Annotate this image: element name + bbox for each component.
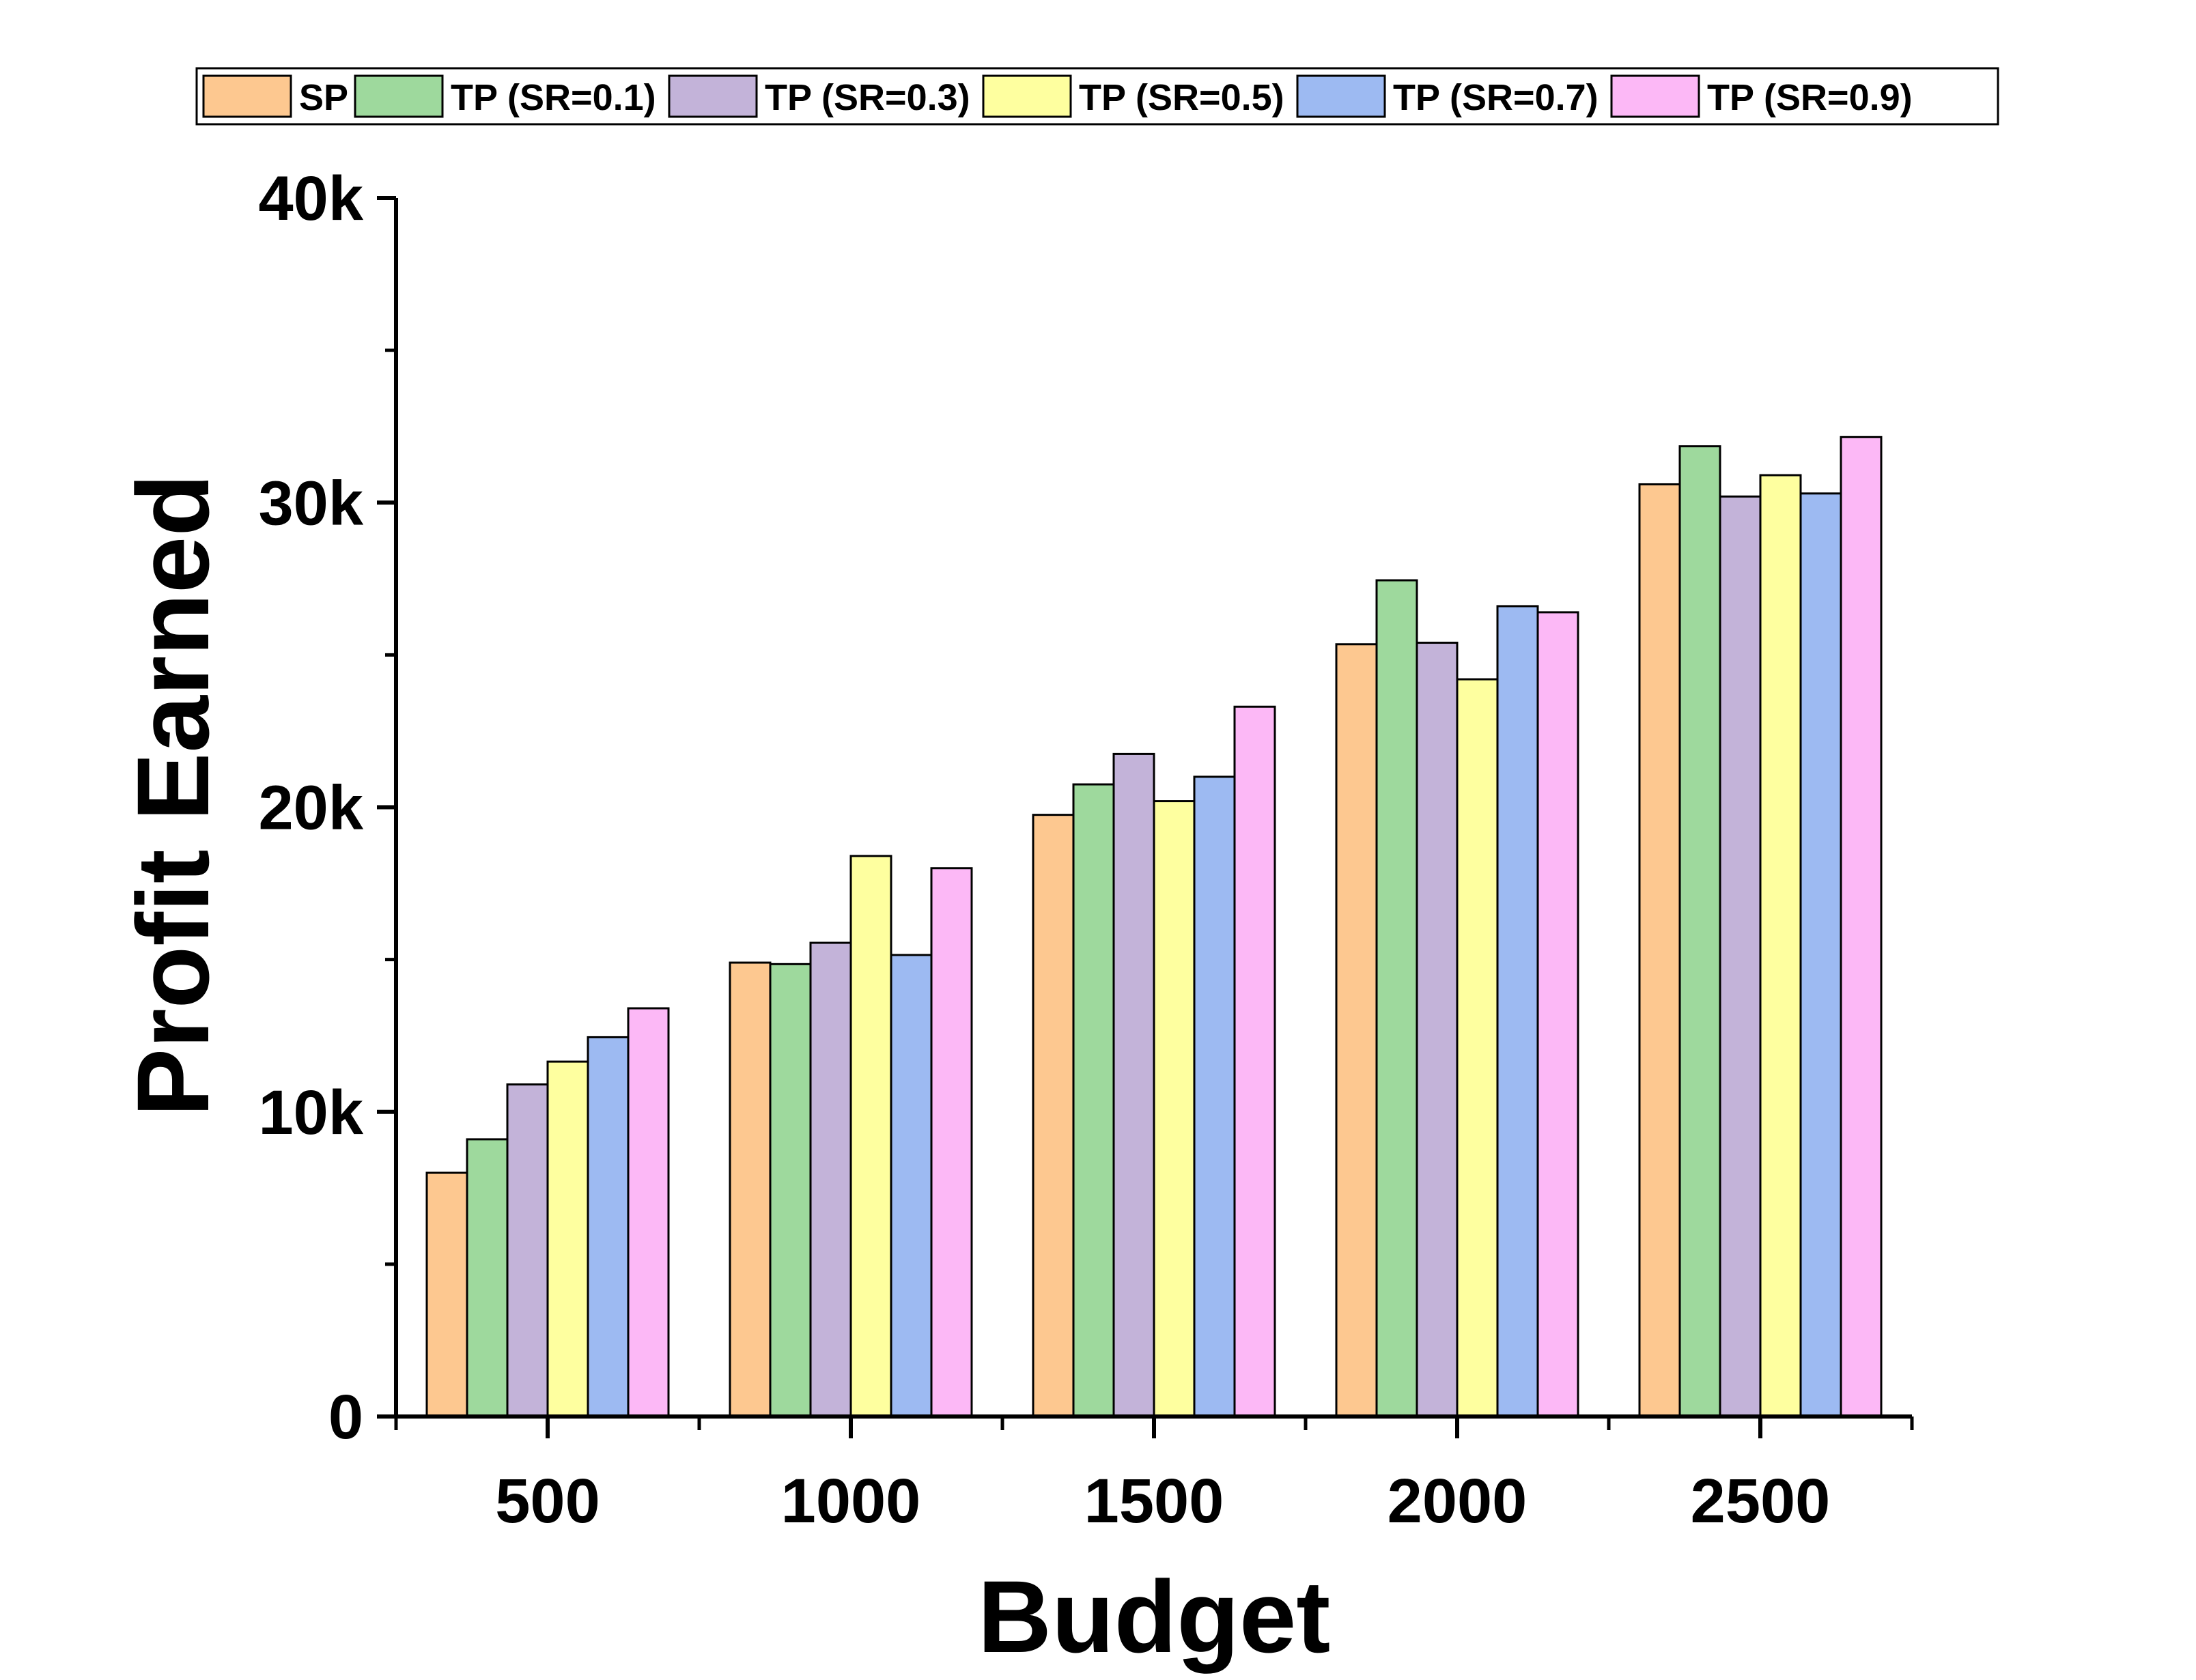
legend-swatch-4 <box>982 74 1072 118</box>
x-tick-label: 1000 <box>781 1466 921 1536</box>
bar-6-1500 <box>1233 705 1276 1418</box>
bar-3-2500 <box>1719 495 1762 1418</box>
bar-3-500 <box>506 1083 549 1418</box>
x-tick-label: 500 <box>495 1466 600 1536</box>
legend-label-4: TP (SR=0.5) <box>1079 77 1284 118</box>
y-tick-label: 0 <box>328 1382 363 1452</box>
bar-4-2500 <box>1759 474 1802 1418</box>
x-axis-title: Budget <box>978 1559 1331 1674</box>
bar-5-2000 <box>1496 605 1539 1418</box>
bar-6-1000 <box>930 867 973 1418</box>
y-axis-title: Profit Earned <box>115 474 230 1117</box>
bar-2-1500 <box>1072 783 1115 1418</box>
bar-4-1500 <box>1153 800 1196 1418</box>
bar-1-1000 <box>729 961 772 1418</box>
bar-3-1500 <box>1112 752 1155 1418</box>
bar-5-1500 <box>1193 775 1236 1418</box>
bar-4-1000 <box>849 855 892 1418</box>
bar-5-2500 <box>1799 492 1842 1418</box>
y-tick-label: 30k <box>259 468 364 538</box>
legend-swatch-6 <box>1610 74 1700 118</box>
bar-4-500 <box>546 1060 589 1418</box>
x-tick-label: 2000 <box>1388 1466 1528 1536</box>
y-tick-label: 10k <box>259 1078 364 1148</box>
bar-1-500 <box>425 1171 468 1418</box>
bar-1-1500 <box>1032 814 1075 1418</box>
bar-5-1000 <box>890 954 933 1418</box>
bar-2-2000 <box>1375 579 1418 1418</box>
x-tick-label: 2500 <box>1691 1466 1831 1536</box>
bar-2-1000 <box>769 963 812 1418</box>
legend-swatch-1 <box>202 74 292 118</box>
bar-1-2000 <box>1335 643 1378 1418</box>
bar-5-500 <box>587 1036 630 1418</box>
bar-6-2500 <box>1840 436 1883 1418</box>
legend-swatch-3 <box>668 74 758 118</box>
legend-label-6: TP (SR=0.9) <box>1707 77 1913 118</box>
bar-6-500 <box>627 1007 670 1418</box>
bar-3-2000 <box>1416 642 1459 1418</box>
bar-2-2500 <box>1678 445 1721 1418</box>
legend-label-1: SP <box>299 77 348 118</box>
legend-label-3: TP (SR=0.3) <box>765 77 970 118</box>
y-tick-label: 20k <box>259 773 364 843</box>
bar-4-2000 <box>1456 678 1499 1418</box>
legend-label-2: TP (SR=0.1) <box>451 77 656 118</box>
bar-6-2000 <box>1536 611 1579 1418</box>
legend-swatch-2 <box>354 74 444 118</box>
bars <box>425 436 1883 1418</box>
bar-1-2500 <box>1638 483 1681 1418</box>
legend: SP TP (SR=0.1) TP (SR=0.3) TP (SR=0.5) TP (S… <box>195 67 1999 126</box>
axes: 0 10k 20k 30k 40k 500 1000 1500 2000 2500 <box>259 164 1914 1536</box>
y-tick-label: 40k <box>259 164 364 233</box>
legend-label-5: TP (SR=0.7) <box>1393 77 1599 118</box>
x-tick-label: 1500 <box>1084 1466 1224 1536</box>
bar-2-500 <box>466 1138 509 1418</box>
bar-3-1000 <box>809 941 852 1418</box>
legend-swatch-5 <box>1296 74 1386 118</box>
